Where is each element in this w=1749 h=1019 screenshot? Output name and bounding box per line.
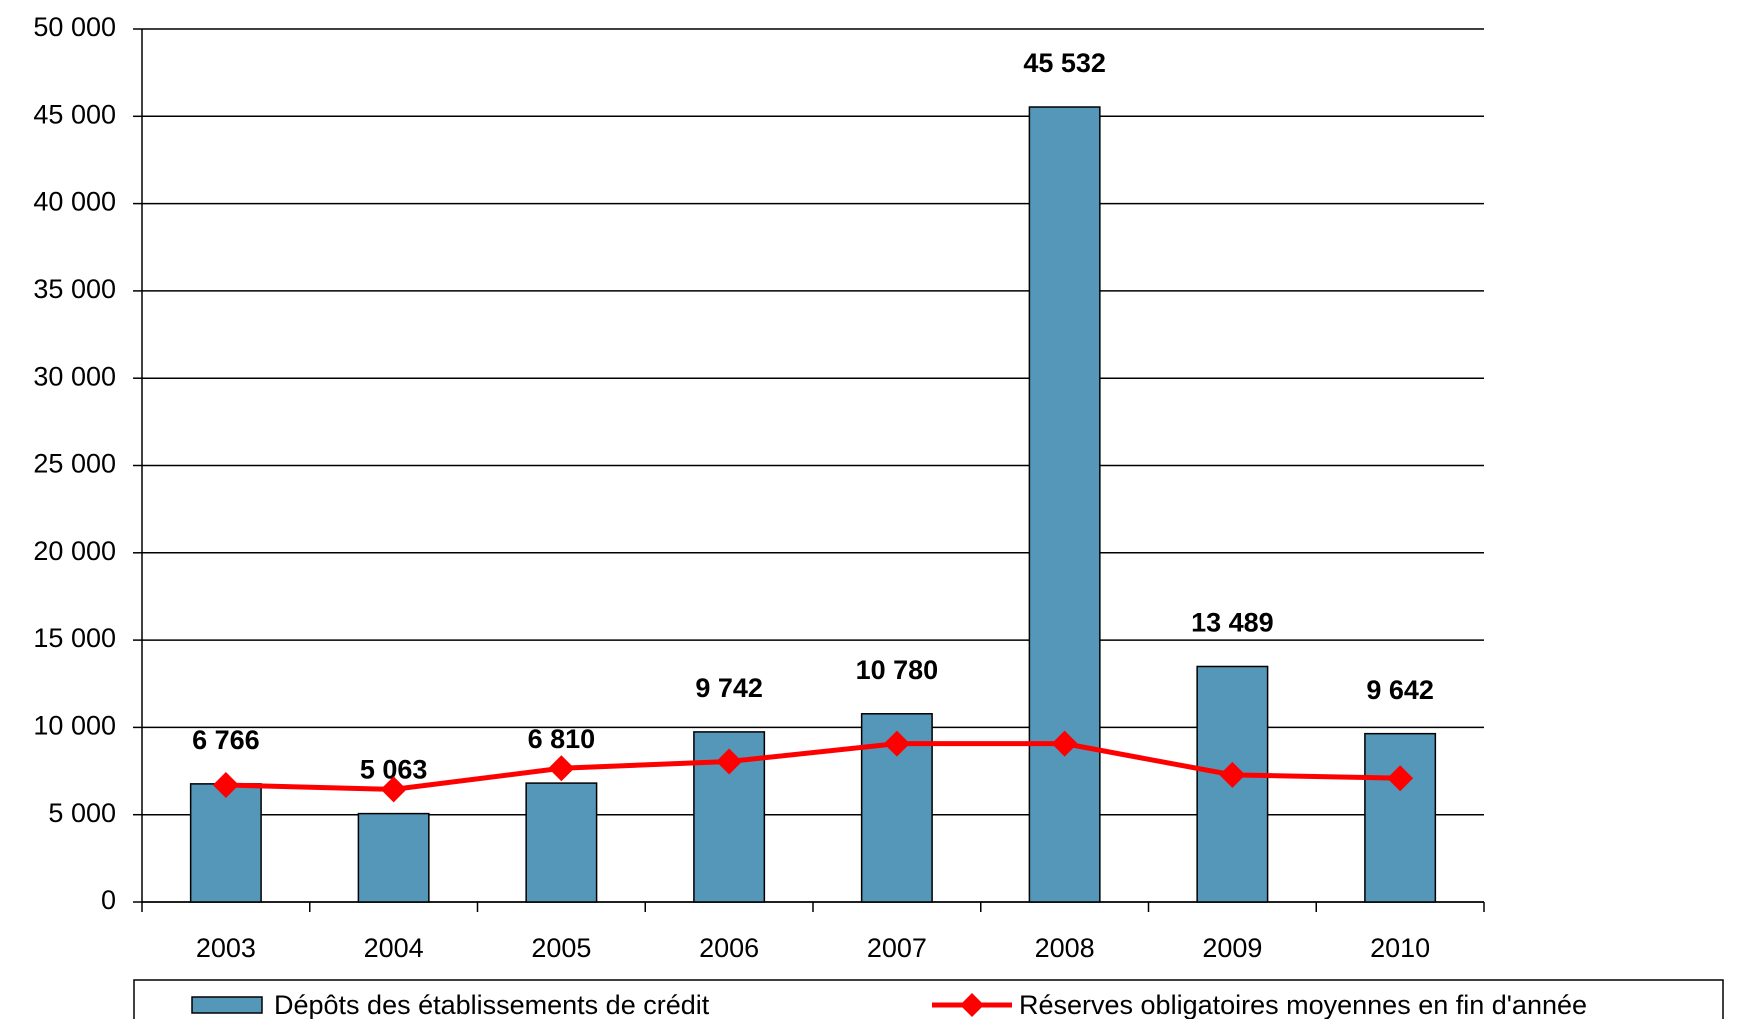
marker	[380, 776, 407, 803]
legend-marker	[960, 993, 984, 1017]
y-tick-label: 25 000	[33, 449, 116, 479]
marker	[883, 730, 910, 757]
y-tick-label: 30 000	[33, 361, 116, 391]
x-tick-label: 2005	[531, 933, 591, 963]
line	[225, 741, 1401, 792]
value-label: 10 780	[856, 655, 939, 685]
bar	[1364, 732, 1437, 903]
bar	[525, 782, 598, 903]
value-label: 13 489	[1191, 608, 1274, 638]
legend-label: Réserves obligatoires moyennes en fin d'…	[1019, 990, 1587, 1019]
x-tick-label: 2004	[364, 933, 424, 963]
legend-box	[133, 979, 1724, 1019]
legend-swatch	[191, 996, 263, 1014]
value-label: 9 642	[1366, 675, 1434, 705]
y-tick-label: 20 000	[33, 536, 116, 566]
x-tick-label: 2007	[867, 933, 927, 963]
value-label: 45 532	[1023, 48, 1106, 78]
y-tick-label: 10 000	[33, 711, 116, 741]
value-label: 6 766	[192, 725, 260, 755]
x-tick-label: 2006	[699, 933, 759, 963]
marker	[1387, 765, 1414, 792]
x-tick-label: 2009	[1202, 933, 1262, 963]
marker	[1219, 761, 1246, 788]
marker	[1051, 730, 1078, 757]
y-tick-label: 45 000	[33, 99, 116, 129]
y-tick-label: 40 000	[33, 187, 116, 217]
y-tick-label: 5 000	[48, 798, 116, 828]
marker	[212, 772, 239, 799]
y-tick-label: 50 000	[33, 12, 116, 42]
bar	[189, 783, 262, 903]
value-label: 6 810	[528, 724, 596, 754]
y-tick-label: 0	[101, 885, 116, 915]
y-tick-label: 35 000	[33, 274, 116, 304]
x-tick-label: 2010	[1370, 933, 1430, 963]
marker	[716, 748, 743, 775]
bar	[1028, 106, 1101, 903]
legend-label: Dépôts des établissements de crédit	[274, 990, 710, 1019]
x-tick-label: 2003	[196, 933, 256, 963]
y-tick-label: 15 000	[33, 623, 116, 653]
bar	[357, 812, 430, 903]
x-tick-label: 2008	[1035, 933, 1095, 963]
marker	[548, 755, 575, 782]
value-label: 9 742	[695, 673, 763, 703]
